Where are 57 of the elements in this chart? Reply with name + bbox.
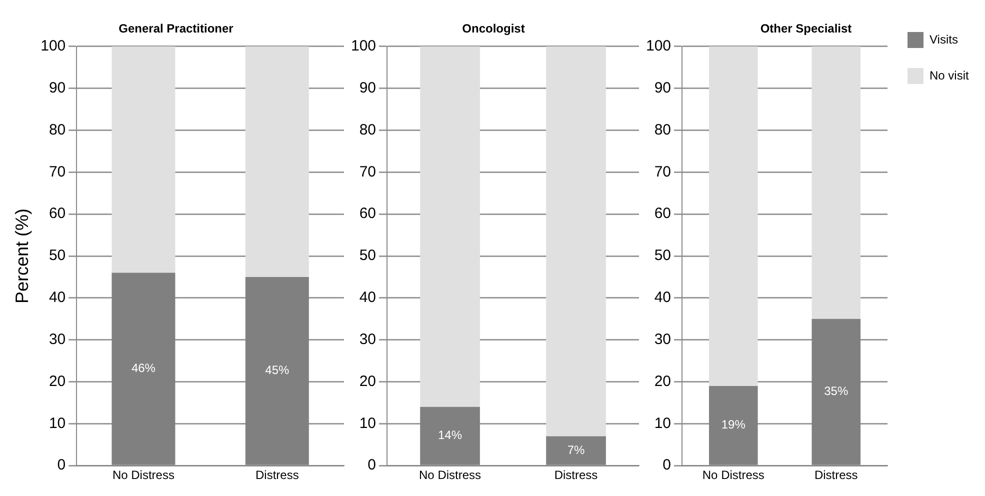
y-tick-label: 20: [359, 372, 376, 390]
y-tick-label: 40: [654, 289, 672, 306]
y-tick-label: 50: [48, 247, 66, 264]
y-tick-label: 60: [48, 205, 66, 222]
legend-label: No visit: [930, 68, 970, 82]
y-tick-label: 40: [48, 289, 66, 306]
bar: [420, 46, 480, 407]
chart-title: General Practitioner: [118, 22, 234, 36]
y-tick-label: 100: [646, 38, 672, 55]
x-tick-label: No Distress: [702, 468, 764, 482]
data-label: 7%: [567, 442, 586, 457]
y-tick-label: 70: [359, 163, 376, 180]
legend-label: Visits: [930, 32, 958, 46]
y-tick-label: 30: [359, 330, 376, 348]
x-tick-label: Distress: [554, 468, 598, 482]
y-tick-label: 80: [654, 121, 672, 138]
y-tick-label: 90: [48, 79, 66, 96]
y-tick-label: 30: [48, 330, 66, 348]
chart-title: Oncologist: [462, 22, 525, 36]
data-label: 19%: [721, 418, 746, 432]
chart-title: Other Specialist: [760, 22, 852, 36]
y-tick-label: 80: [359, 121, 376, 138]
y-tick-label: 20: [48, 372, 66, 390]
y-tick-label: 100: [350, 38, 376, 55]
y-tick-label: 50: [359, 247, 376, 264]
x-tick-label: Distress: [814, 468, 858, 482]
y-tick-label: 0: [368, 456, 376, 474]
data-label: 35%: [824, 384, 848, 398]
y-tick-label: 70: [654, 163, 672, 180]
x-tick-label: Distress: [255, 468, 299, 482]
y-tick-label: 40: [359, 289, 376, 306]
y-tick-label: 80: [48, 121, 66, 138]
x-tick-label: No Distress: [112, 468, 174, 482]
y-tick-label: 90: [359, 79, 376, 96]
data-label: 14%: [438, 428, 462, 442]
y-tick-label: 100: [40, 38, 66, 55]
y-tick-label: 60: [654, 205, 672, 222]
y-tick-label: 70: [48, 163, 66, 180]
y-tick-label: 30: [654, 330, 672, 348]
y-tick-label: 60: [359, 205, 376, 222]
y-axis-title: Percent (%): [12, 208, 32, 304]
y-tick-label: 10: [654, 414, 672, 432]
data-label: 45%: [265, 363, 290, 378]
bar: [112, 46, 176, 273]
y-tick-label: 50: [654, 247, 672, 264]
bar: [245, 46, 309, 277]
y-tick-label: 0: [662, 456, 672, 474]
bar: [812, 46, 861, 319]
y-tick-label: 10: [48, 414, 66, 432]
data-label: 46%: [131, 361, 156, 376]
y-tick-label: 10: [359, 414, 376, 432]
bar: [546, 46, 606, 436]
x-tick-label: No Distress: [419, 468, 482, 482]
y-tick-label: 90: [654, 79, 672, 96]
y-tick-label: 20: [654, 372, 672, 390]
bar: [708, 46, 758, 386]
y-tick-label: 0: [57, 456, 66, 474]
